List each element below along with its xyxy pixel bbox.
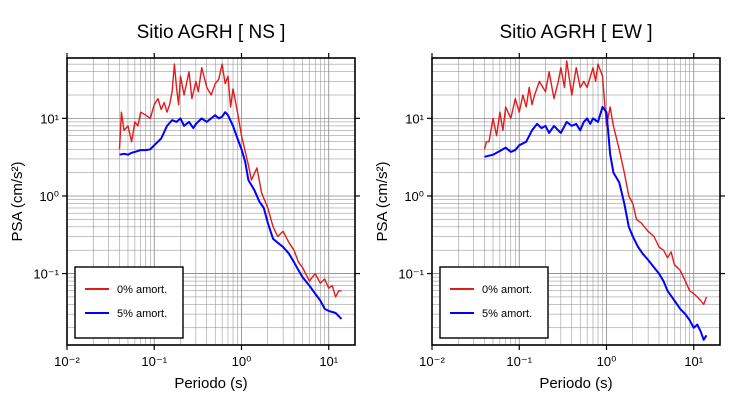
series-line-0pct (118, 63, 342, 298)
legend: 0% amort. 5% amort. (439, 266, 549, 339)
y-tick-label: 10⁰ (404, 189, 424, 204)
series-line-0pct (483, 60, 708, 306)
x-tick-label: 10⁰ (597, 354, 617, 369)
chart-panel-ew: 10⁻² 10⁻¹ 10⁰ 10¹ 10⁻¹ 10⁰ 10¹ Sitio AGRH [ EW … (374, 22, 725, 392)
y-tick-label: 10¹ (40, 111, 59, 126)
chart-panel-ns: 10⁻² 10⁻¹ 10⁰ 10¹ 10⁻¹ 10⁰ 10¹ Sitio AGRH [ NS … (9, 22, 360, 392)
y-tick-label: 10⁰ (39, 189, 59, 204)
x-tick-label: 10¹ (319, 354, 338, 369)
series-line-5pct (119, 111, 343, 320)
x-tick-label: 10⁻¹ (506, 354, 532, 369)
x-tick-label: 10⁻² (419, 354, 445, 369)
y-tick-label: 10⁻¹ (33, 267, 59, 282)
legend-label: 5% amort. (117, 308, 167, 320)
y-axis-label: PSA (cm/s²) (9, 161, 26, 241)
legend-box (439, 266, 549, 339)
chart-title: Sitio AGRH [ EW ] (499, 22, 652, 43)
axis-frame (66, 57, 356, 346)
legend-label: 0% amort. (482, 284, 532, 296)
x-axis-label: Periodo (s) (174, 375, 247, 392)
x-tick-label: 10⁻¹ (141, 354, 167, 369)
series-line-5pct (484, 106, 708, 341)
legend-label: 5% amort. (482, 308, 532, 320)
x-tick-label: 10⁻² (54, 354, 80, 369)
x-axis-label: Periodo (s) (539, 375, 612, 392)
y-tick-label: 10⁻¹ (398, 267, 424, 282)
x-tick-label: 10¹ (684, 354, 703, 369)
legend-box (74, 266, 184, 339)
y-tick-label: 10¹ (405, 111, 424, 126)
legend: 0% amort. 5% amort. (74, 266, 184, 339)
y-axis-label: PSA (cm/s²) (374, 161, 391, 241)
axis-frame (431, 57, 721, 346)
x-tick-label: 10⁰ (232, 354, 252, 369)
legend-label: 0% amort. (117, 284, 167, 296)
chart-title: Sitio AGRH [ NS ] (137, 22, 286, 43)
